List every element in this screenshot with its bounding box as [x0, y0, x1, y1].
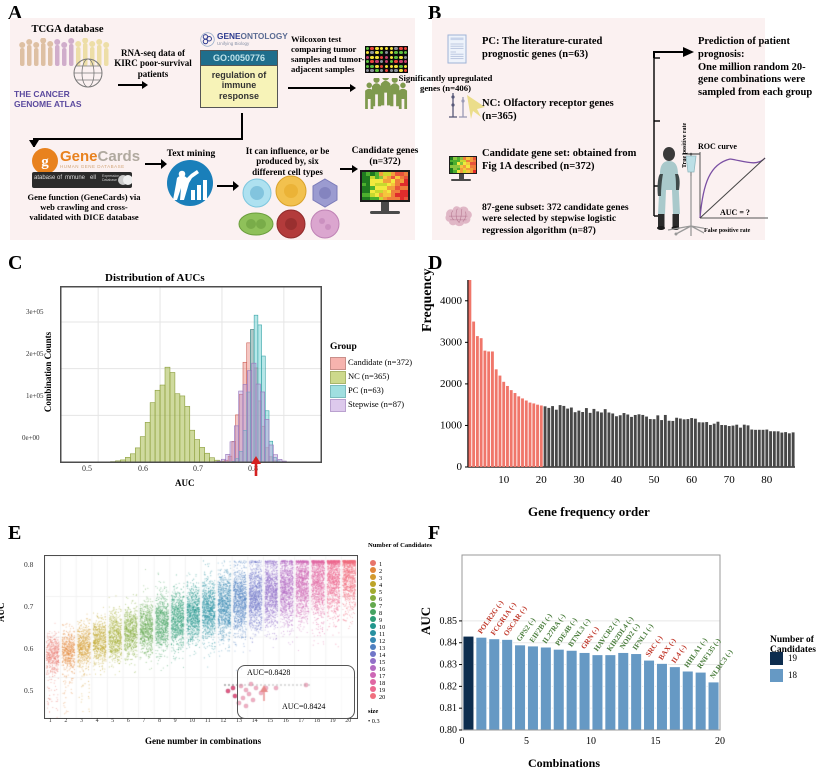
svg-text:2000: 2000 [440, 378, 463, 390]
svg-text:60: 60 [686, 474, 698, 486]
svg-text:0: 0 [460, 736, 465, 747]
svg-text:5: 5 [524, 736, 529, 747]
svg-text:3000: 3000 [440, 336, 463, 348]
svg-text:g: g [41, 154, 49, 170]
svg-text:20: 20 [715, 736, 725, 747]
svg-text:0.85: 0.85 [440, 616, 458, 627]
svg-text:10: 10 [586, 736, 596, 747]
svg-text:20: 20 [536, 474, 548, 486]
svg-text:0.80: 0.80 [440, 725, 458, 736]
svg-text:10: 10 [498, 474, 510, 486]
svg-text:40: 40 [611, 474, 623, 486]
svg-text:0: 0 [457, 461, 463, 473]
svg-text:4000: 4000 [440, 295, 463, 307]
svg-text:50: 50 [649, 474, 661, 486]
svg-text:0.82: 0.82 [440, 681, 458, 692]
svg-text:0.83: 0.83 [440, 660, 458, 671]
svg-text:0.81: 0.81 [440, 703, 458, 714]
svg-text:80: 80 [761, 474, 773, 486]
svg-text:15: 15 [651, 736, 661, 747]
svg-text:30: 30 [573, 474, 585, 486]
svg-text:0.84: 0.84 [440, 638, 458, 649]
svg-text:70: 70 [724, 474, 736, 486]
svg-text:1000: 1000 [440, 419, 463, 431]
